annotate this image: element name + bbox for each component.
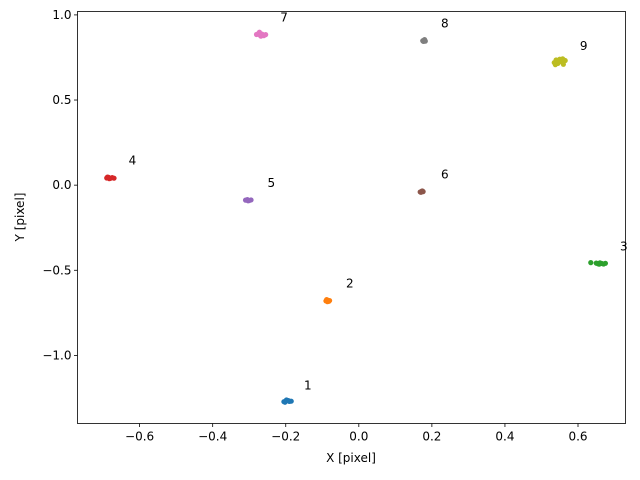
data-point <box>256 29 263 35</box>
data-point <box>596 261 602 267</box>
x-tick-label: 0.0 <box>349 430 368 444</box>
cluster-label: 5 <box>267 176 275 190</box>
x-tick-label: 0.2 <box>422 430 441 444</box>
y-tick-label: −0.5 <box>42 263 71 277</box>
points-layer <box>104 29 609 405</box>
data-point <box>552 62 558 68</box>
x-tick-label: −0.6 <box>125 430 154 444</box>
cluster-label: 1 <box>304 378 312 392</box>
data-point <box>419 188 425 194</box>
cluster-label: 3 <box>620 240 628 254</box>
x-tick-label: −0.4 <box>198 430 227 444</box>
data-point <box>560 56 566 62</box>
x-axis-ticks: −0.6 −0.4 −0.2 0.0 0.2 0.4 0.6 <box>125 423 588 444</box>
data-point <box>588 260 594 266</box>
cluster-label: 7 <box>280 11 288 25</box>
data-point <box>421 36 428 43</box>
cluster-label: 9 <box>580 39 588 53</box>
x-tick-label: 0.6 <box>568 430 587 444</box>
y-tick-label: 0.5 <box>52 93 71 107</box>
data-point <box>111 175 117 181</box>
x-axis-label: X [pixel] <box>326 451 376 465</box>
data-point <box>602 260 609 266</box>
y-tick-label: 0.0 <box>52 178 71 192</box>
data-point <box>258 33 264 39</box>
x-tick-label: 0.4 <box>495 430 514 444</box>
y-axis-label: Y [pixel] <box>13 193 27 243</box>
cluster-label: 8 <box>441 17 449 31</box>
annotation-layer: 1 2 3 4 5 6 7 8 9 <box>129 11 628 393</box>
cluster-label: 6 <box>441 167 449 181</box>
data-point <box>324 299 330 305</box>
data-point <box>104 174 111 180</box>
y-tick-label: 1.0 <box>52 8 71 22</box>
data-point <box>245 198 251 204</box>
data-point <box>263 32 269 38</box>
cluster-label: 2 <box>346 276 354 290</box>
x-tick-label: −0.2 <box>271 430 300 444</box>
cluster-label: 4 <box>129 154 137 168</box>
y-axis-ticks: −1.0 −0.5 0.0 0.5 1.0 <box>42 8 78 362</box>
plot-frame <box>77 11 626 424</box>
data-point <box>288 398 294 404</box>
y-tick-label: −1.0 <box>42 348 71 362</box>
